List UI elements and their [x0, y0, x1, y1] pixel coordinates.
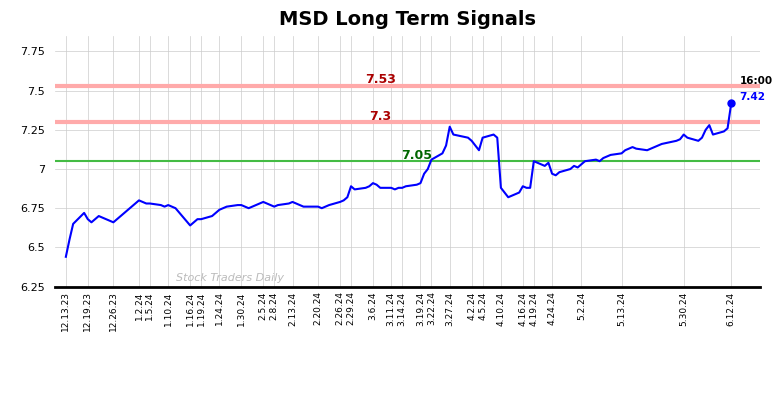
Text: Stock Traders Daily: Stock Traders Daily [176, 273, 284, 283]
Text: 7.42: 7.42 [739, 92, 765, 102]
Text: 7.05: 7.05 [401, 149, 432, 162]
Text: 7.3: 7.3 [369, 109, 391, 123]
Text: 7.53: 7.53 [365, 74, 396, 86]
Title: MSD Long Term Signals: MSD Long Term Signals [279, 10, 536, 29]
Text: 16:00: 16:00 [739, 76, 773, 86]
